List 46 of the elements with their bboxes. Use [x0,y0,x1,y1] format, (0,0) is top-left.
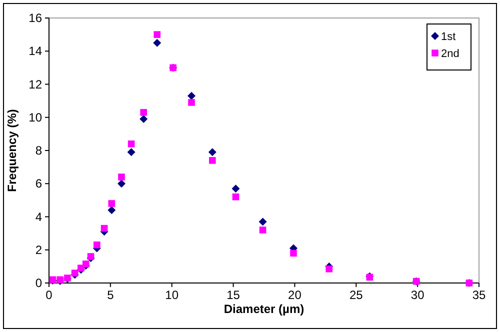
x-tick-label: 25 [349,288,364,302]
x-tick-label: 10 [165,288,179,302]
point [94,242,100,248]
y-tick-label: 2 [35,242,42,257]
x-tick-label: 20 [288,288,302,302]
point [188,99,195,106]
point [232,184,240,193]
point [188,92,196,100]
point [326,266,333,272]
y-tick-label: 4 [35,210,42,224]
point [100,224,108,232]
point [209,157,216,164]
x-tick-label: 15 [226,288,240,302]
point [87,253,94,260]
y-tick-label: 10 [28,110,42,124]
y-tick-label: 8 [35,144,42,158]
x-axis-title: Diameter (µm) [224,302,304,316]
x-tick-label: 35 [472,288,486,302]
point [154,31,161,38]
point [153,38,162,47]
legend-label: 2nd [441,48,460,60]
y-tick-label: 0 [35,276,42,290]
point [140,115,148,124]
x-tick-label: 0 [46,288,53,302]
point [71,270,78,276]
point [108,206,116,214]
x-tick-label: 5 [107,288,114,302]
point [118,174,125,180]
y-tick-label: 16 [28,11,42,25]
x-tick-label: 30 [410,288,425,302]
point [232,193,240,200]
point [290,250,297,257]
point [140,109,147,116]
point [208,148,216,156]
point [82,260,90,268]
point [117,180,126,188]
y-axis-title: Frequency (%) [5,109,19,192]
y-tick-label: 6 [35,176,42,191]
y-tick-label: 12 [28,77,42,92]
point [128,140,135,148]
point [127,148,136,156]
point [108,200,116,207]
y-tick-label: 14 [28,44,42,58]
point [259,226,266,234]
legend-label: 1st [441,31,456,43]
point [258,218,267,226]
